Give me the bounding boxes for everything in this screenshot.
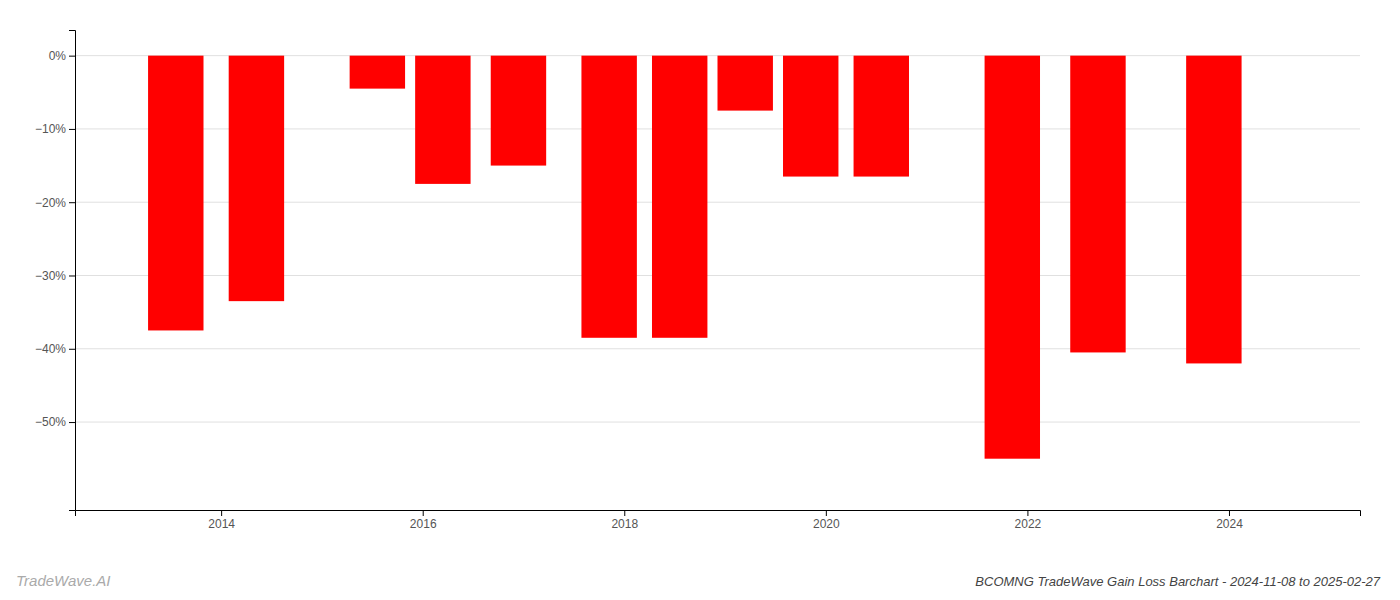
y-tick-mark <box>69 56 75 57</box>
bars <box>148 56 1242 459</box>
x-tick-label: 2018 <box>611 517 638 531</box>
y-tick-label: −50% <box>35 415 66 429</box>
bar <box>350 56 405 89</box>
y-tick-label: −10% <box>35 122 66 136</box>
chart: 0%−10%−20%−30%−40%−50%201420162018202020… <box>0 0 1400 600</box>
x-tick-label: 2016 <box>410 517 437 531</box>
bar <box>581 56 636 338</box>
x-tick-label: 2022 <box>1015 517 1042 531</box>
grid-line <box>75 422 1360 423</box>
bar <box>718 56 773 111</box>
bar <box>854 56 909 177</box>
x-tick: 2020 <box>813 510 840 531</box>
bar <box>229 56 284 301</box>
title: BCOMNG TradeWave Gain Loss Barchart - 20… <box>975 574 1380 589</box>
y-axis: 0% −10% −20% −30% −40% −50% <box>35 31 76 511</box>
bar <box>1070 56 1125 353</box>
x-axis: 2014 2016 2018 2020 2022 2024 <box>76 510 1361 531</box>
x-tick-mark <box>826 510 827 516</box>
bar <box>148 56 203 331</box>
y-tick-mark <box>69 202 75 203</box>
y-tick-mark <box>69 349 75 350</box>
grid <box>75 56 1360 422</box>
x-tick-mark <box>1229 510 1230 516</box>
bar <box>985 56 1040 459</box>
y-axis-line <box>69 31 76 511</box>
y-tick-mark <box>69 129 75 130</box>
x-tick: 2014 <box>208 510 235 531</box>
y-tick: −20% <box>35 196 75 210</box>
bar <box>415 56 470 184</box>
y-tick-label: −40% <box>35 342 66 356</box>
x-tick: 2022 <box>1015 510 1042 531</box>
plot: 0%−10%−20%−30%−40%−50%201420162018202020… <box>35 31 1361 531</box>
x-tick: 2016 <box>410 510 437 531</box>
y-tick: −50% <box>35 415 75 429</box>
x-tick-label: 2024 <box>1216 517 1243 531</box>
bar <box>783 56 838 177</box>
annotation: TradeWave.AI <box>16 572 110 589</box>
y-tick-mark <box>69 275 75 276</box>
y-tick: −30% <box>35 269 75 283</box>
bar <box>491 56 546 166</box>
bar <box>652 56 707 338</box>
x-tick-label: 2014 <box>208 517 235 531</box>
y-tick-mark <box>69 422 75 423</box>
y-tick: 0% <box>49 49 75 63</box>
x-tick-mark <box>221 510 222 516</box>
x-axis-line <box>76 511 1361 517</box>
x-tick-mark <box>1027 510 1028 516</box>
x-tick-mark <box>624 510 625 516</box>
y-tick-label: 0% <box>49 49 67 63</box>
y-tick-label: −30% <box>35 269 66 283</box>
x-tick: 2024 <box>1216 510 1243 531</box>
bar <box>1186 56 1241 364</box>
x-tick: 2018 <box>611 510 638 531</box>
y-tick: −10% <box>35 122 75 136</box>
y-tick-label: −20% <box>35 196 66 210</box>
grid-line <box>75 348 1360 349</box>
x-tick-mark <box>423 510 424 516</box>
x-tick-label: 2020 <box>813 517 840 531</box>
y-tick: −40% <box>35 342 75 356</box>
